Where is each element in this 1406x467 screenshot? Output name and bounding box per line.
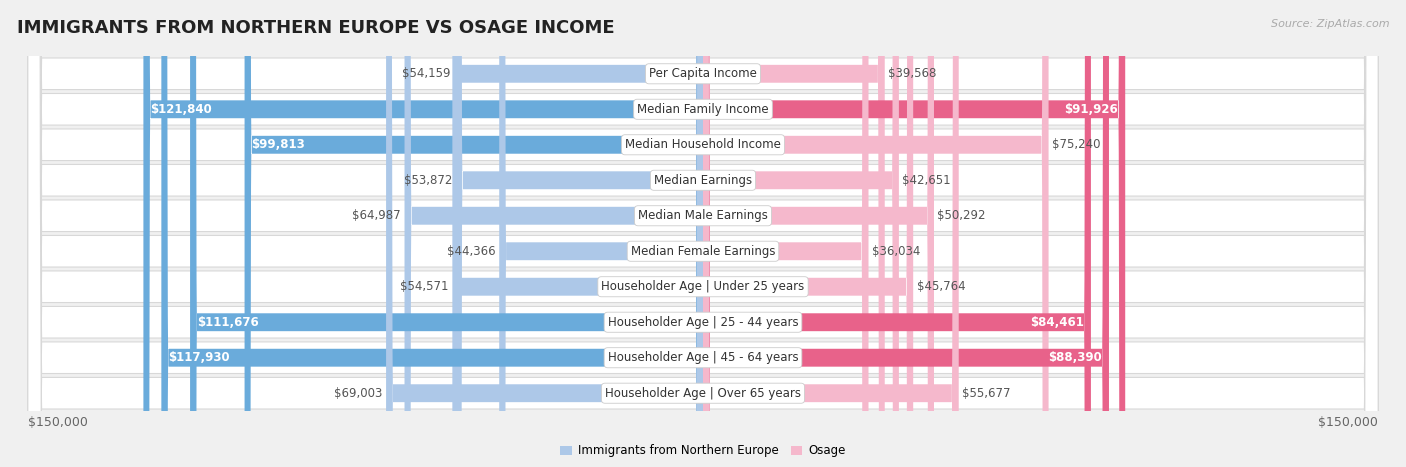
Text: $84,461: $84,461 [1031, 316, 1084, 329]
Text: $54,571: $54,571 [401, 280, 449, 293]
Text: Householder Age | Under 25 years: Householder Age | Under 25 years [602, 280, 804, 293]
Text: Median Household Income: Median Household Income [626, 138, 780, 151]
Text: $55,677: $55,677 [962, 387, 1011, 400]
Text: Source: ZipAtlas.com: Source: ZipAtlas.com [1271, 19, 1389, 28]
Text: $54,159: $54,159 [402, 67, 451, 80]
Text: $39,568: $39,568 [889, 67, 936, 80]
FancyBboxPatch shape [405, 0, 703, 467]
FancyBboxPatch shape [28, 0, 1378, 467]
Text: $91,926: $91,926 [1064, 103, 1118, 116]
FancyBboxPatch shape [28, 0, 1378, 467]
FancyBboxPatch shape [703, 0, 1049, 467]
FancyBboxPatch shape [28, 0, 1378, 467]
Text: $121,840: $121,840 [150, 103, 212, 116]
FancyBboxPatch shape [703, 0, 1125, 467]
Text: $111,676: $111,676 [197, 316, 259, 329]
Text: IMMIGRANTS FROM NORTHERN EUROPE VS OSAGE INCOME: IMMIGRANTS FROM NORTHERN EUROPE VS OSAGE… [17, 19, 614, 37]
FancyBboxPatch shape [28, 0, 1378, 467]
FancyBboxPatch shape [703, 0, 869, 467]
FancyBboxPatch shape [703, 0, 884, 467]
Text: Median Earnings: Median Earnings [654, 174, 752, 187]
FancyBboxPatch shape [703, 0, 1109, 467]
Text: Householder Age | 45 - 64 years: Householder Age | 45 - 64 years [607, 351, 799, 364]
Text: Per Capita Income: Per Capita Income [650, 67, 756, 80]
Text: $42,651: $42,651 [903, 174, 950, 187]
Text: Householder Age | Over 65 years: Householder Age | Over 65 years [605, 387, 801, 400]
Text: $53,872: $53,872 [404, 174, 453, 187]
FancyBboxPatch shape [456, 0, 703, 467]
Text: $117,930: $117,930 [169, 351, 229, 364]
Legend: Immigrants from Northern Europe, Osage: Immigrants from Northern Europe, Osage [555, 439, 851, 462]
FancyBboxPatch shape [453, 0, 703, 467]
FancyBboxPatch shape [162, 0, 703, 467]
Text: $88,390: $88,390 [1049, 351, 1102, 364]
FancyBboxPatch shape [28, 0, 1378, 467]
FancyBboxPatch shape [28, 0, 1378, 467]
FancyBboxPatch shape [28, 0, 1378, 467]
Text: $44,366: $44,366 [447, 245, 496, 258]
FancyBboxPatch shape [703, 0, 898, 467]
Text: $99,813: $99,813 [252, 138, 305, 151]
FancyBboxPatch shape [703, 0, 1091, 467]
Text: $45,764: $45,764 [917, 280, 966, 293]
FancyBboxPatch shape [28, 0, 1378, 467]
FancyBboxPatch shape [499, 0, 703, 467]
FancyBboxPatch shape [28, 0, 1378, 467]
Text: Householder Age | 25 - 44 years: Householder Age | 25 - 44 years [607, 316, 799, 329]
FancyBboxPatch shape [245, 0, 703, 467]
FancyBboxPatch shape [703, 0, 959, 467]
FancyBboxPatch shape [703, 0, 912, 467]
Text: $64,987: $64,987 [353, 209, 401, 222]
Text: $75,240: $75,240 [1052, 138, 1101, 151]
FancyBboxPatch shape [387, 0, 703, 467]
Text: $150,000: $150,000 [28, 416, 87, 429]
FancyBboxPatch shape [703, 0, 934, 467]
Text: Median Male Earnings: Median Male Earnings [638, 209, 768, 222]
Text: $50,292: $50,292 [938, 209, 986, 222]
FancyBboxPatch shape [190, 0, 703, 467]
FancyBboxPatch shape [454, 0, 703, 467]
Text: $36,034: $36,034 [872, 245, 921, 258]
FancyBboxPatch shape [28, 0, 1378, 467]
FancyBboxPatch shape [143, 0, 703, 467]
Text: Median Female Earnings: Median Female Earnings [631, 245, 775, 258]
Text: $150,000: $150,000 [1319, 416, 1378, 429]
Text: Median Family Income: Median Family Income [637, 103, 769, 116]
Text: $69,003: $69,003 [335, 387, 382, 400]
